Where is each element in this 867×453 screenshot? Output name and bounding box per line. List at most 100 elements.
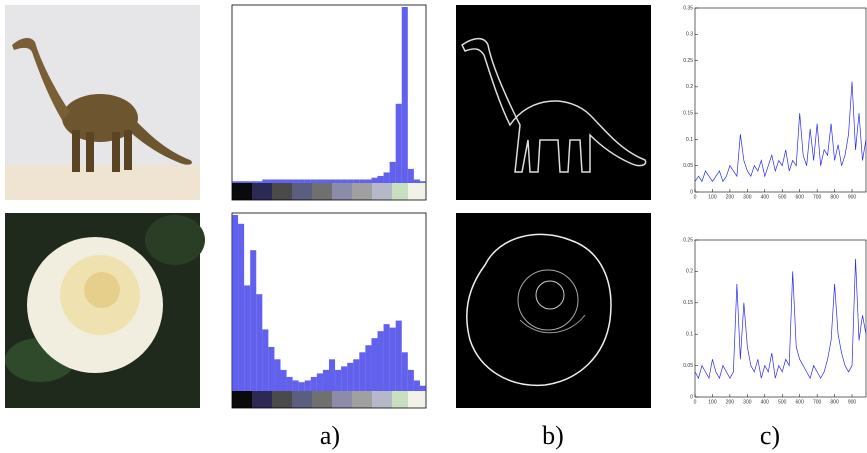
dinosaur-edge-map <box>456 5 651 200</box>
histogram-bar <box>280 179 287 183</box>
histogram-bar <box>322 179 329 183</box>
histogram-bar <box>413 179 420 183</box>
x-tick-label: 700 <box>813 399 822 405</box>
histogram-bar <box>274 359 281 391</box>
x-tick-label: 700 <box>813 194 822 200</box>
plot-frame <box>694 239 867 398</box>
y-tick-label: 0.2 <box>686 269 693 275</box>
histogram-bar <box>268 347 275 391</box>
y-tick-label: 0.05 <box>683 363 693 369</box>
y-tick-label: 0.25 <box>683 58 693 64</box>
dinosaur-image <box>5 5 200 200</box>
histogram-bar <box>316 373 323 391</box>
histogram-bar <box>256 181 263 183</box>
histogram-bar <box>310 376 317 391</box>
histogram-bar <box>383 324 390 391</box>
histogram-bar <box>286 376 293 391</box>
histogram-bar <box>316 179 323 183</box>
histogram-bar <box>286 179 293 183</box>
x-tick-label: 500 <box>778 194 787 200</box>
x-tick-label: 800 <box>830 194 839 200</box>
y-tick-label: 0.25 <box>683 237 693 243</box>
histogram-bar <box>335 369 342 391</box>
y-tick-label: 0.35 <box>683 5 693 11</box>
histogram-bar <box>365 179 372 183</box>
y-tick-label: 0.1 <box>686 137 693 143</box>
caption: a) <box>320 421 340 450</box>
histogram-bar <box>335 179 342 183</box>
y-tick-label: 0 <box>690 394 693 400</box>
x-tick-label: 200 <box>726 399 735 405</box>
x-tick-label: 0 <box>694 399 697 405</box>
histogram-bar <box>365 345 372 391</box>
y-tick-label: 0.15 <box>683 110 693 116</box>
histogram-bar <box>232 181 239 183</box>
histogram-bar <box>304 380 311 391</box>
x-tick-label: 800 <box>830 399 839 405</box>
histogram-bar <box>359 179 366 183</box>
x-tick-label: 900 <box>848 399 857 405</box>
histogram-bar <box>304 179 311 183</box>
rose-image <box>5 213 205 408</box>
histogram-bar <box>347 179 354 183</box>
histogram-bar <box>395 320 402 391</box>
histogram-bar <box>292 380 299 391</box>
histogram-bar <box>329 179 336 183</box>
histogram-bar <box>353 359 360 391</box>
x-tick-label: 400 <box>761 399 770 405</box>
histogram-bar <box>298 179 305 183</box>
histogram-bar <box>238 181 245 183</box>
y-tick-label: 0.2 <box>686 84 693 90</box>
histogram-bar <box>262 179 269 183</box>
histogram-bar <box>322 369 329 391</box>
x-tick-label: 200 <box>726 194 735 200</box>
x-tick-label: 600 <box>796 399 805 405</box>
colorbar <box>232 391 426 408</box>
histogram-bar <box>244 285 251 391</box>
y-tick-label: 0.05 <box>683 163 693 169</box>
histogram-bar <box>244 181 251 183</box>
histogram-bar <box>250 250 257 391</box>
histogram-bar <box>329 359 336 391</box>
x-tick-label: 100 <box>708 399 717 405</box>
x-tick-label: 500 <box>778 399 787 405</box>
histogram-bar <box>389 161 396 183</box>
caption: c) <box>760 421 780 450</box>
histogram-bar <box>413 380 420 391</box>
plot-frame <box>231 4 427 201</box>
histogram-bar <box>407 369 414 391</box>
histogram-bar <box>353 179 360 183</box>
rose-edge-map <box>456 213 651 408</box>
histogram-bar <box>377 331 384 391</box>
histogram-bar <box>407 168 414 183</box>
line <box>694 81 867 183</box>
plot-frame <box>694 7 867 193</box>
x-tick-label: 300 <box>743 399 752 405</box>
histogram-bar <box>268 179 275 183</box>
histogram-bar <box>238 223 245 391</box>
histogram-bar <box>341 179 348 183</box>
y-tick-label: 0 <box>690 189 693 195</box>
x-tick-label: 300 <box>743 194 752 200</box>
histogram-bar <box>395 103 402 183</box>
histogram-bar <box>310 179 317 183</box>
histogram-bar <box>389 327 396 391</box>
histogram-bar <box>377 175 384 183</box>
histogram-bar <box>383 172 390 183</box>
histogram-bar <box>359 352 366 391</box>
histogram-bar <box>347 362 354 391</box>
histogram-bar <box>262 329 269 391</box>
histogram-bar <box>371 338 378 391</box>
histogram-bar <box>250 181 257 183</box>
y-tick-label: 0.15 <box>683 300 693 306</box>
histogram-bar <box>274 179 281 183</box>
histogram-bar <box>401 7 408 183</box>
caption: b) <box>542 421 564 450</box>
colorbar <box>232 183 426 200</box>
histogram-bar <box>292 179 299 183</box>
histogram-bar <box>232 215 239 391</box>
histogram-bar <box>371 177 378 183</box>
line <box>694 258 867 380</box>
histogram-bar <box>419 181 426 183</box>
